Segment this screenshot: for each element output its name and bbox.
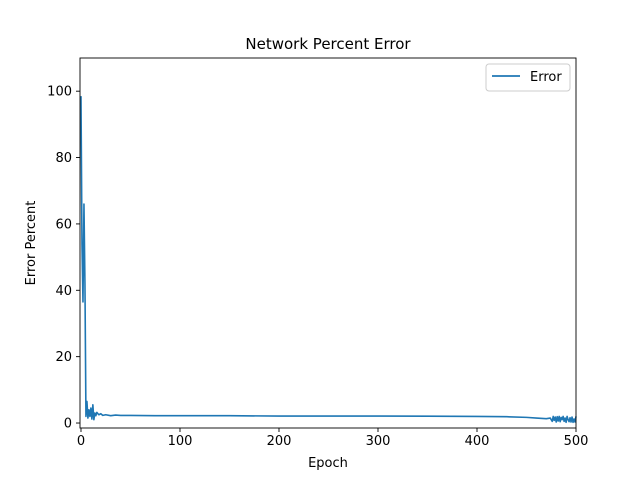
x-axis-label: Epoch xyxy=(308,456,348,471)
chart-title: Network Percent Error xyxy=(245,35,411,53)
legend: Error xyxy=(485,63,571,92)
legend-box xyxy=(485,63,571,92)
y-tick-label: 0 xyxy=(64,417,72,432)
y-tick-label: 100 xyxy=(47,85,72,100)
x-tick-label: 200 xyxy=(267,434,292,449)
y-tick-label: 80 xyxy=(55,151,72,166)
series-line-error xyxy=(80,96,577,424)
y-tick-label: 40 xyxy=(55,284,72,299)
legend-label-error: Error xyxy=(530,70,562,85)
x-tick-label: 0 xyxy=(77,434,85,449)
axes-frame xyxy=(79,57,577,429)
y-tick-label: 60 xyxy=(55,217,72,232)
x-tick-label: 400 xyxy=(465,434,490,449)
x-tick-label: 500 xyxy=(564,434,589,449)
plot-area: 0 100 200 300 400 500 0 20 40 60 80 100 xyxy=(47,57,589,449)
x-tick-label: 300 xyxy=(366,434,391,449)
y-tick-label: 20 xyxy=(55,350,72,365)
y-axis-label: Error Percent xyxy=(24,201,39,286)
x-tick-label: 100 xyxy=(168,434,193,449)
